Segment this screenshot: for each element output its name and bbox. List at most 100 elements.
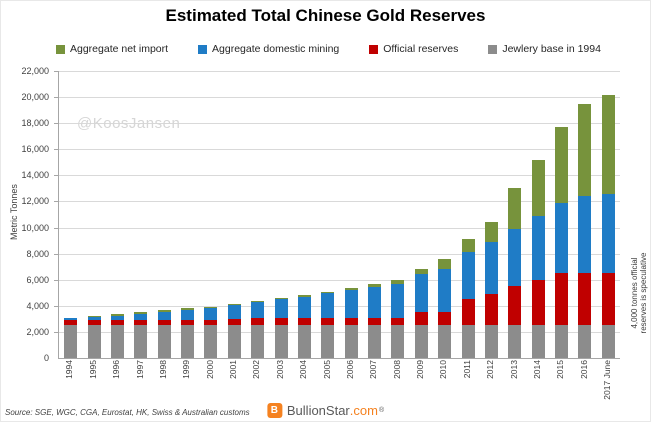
- bar-segment: [110, 320, 124, 326]
- legend-swatch: [56, 44, 65, 54]
- bar-segment: [87, 316, 101, 317]
- bar-segment: [461, 325, 475, 358]
- bar-1999: [181, 71, 195, 358]
- bar-slot: [199, 71, 222, 358]
- x-axis-slot: 2015: [549, 360, 572, 408]
- y-axis-tick-labels: 0 2,000 4,000 6,000 8,000 10,000 12,000 14,000 1…: [1, 66, 53, 363]
- bar-2002: [251, 71, 265, 358]
- brand-registered-mark: ®: [378, 407, 385, 414]
- bar-segment: [531, 159, 545, 216]
- bar-segment: [321, 317, 335, 326]
- bar-segment: [368, 317, 382, 326]
- x-axis-slot: 2016: [572, 360, 595, 408]
- bar-segment: [297, 295, 311, 297]
- watermark: @KoosJansen: [77, 115, 181, 132]
- x-axis-slot: 2004: [292, 360, 315, 408]
- bar-segment: [461, 239, 475, 253]
- bar-segment: [251, 325, 265, 358]
- bars: [59, 71, 620, 358]
- bar-slot: [223, 71, 246, 358]
- bar-slot: [503, 71, 526, 358]
- bar-segment: [461, 252, 475, 300]
- legend-swatch: [198, 44, 208, 54]
- bar-segment: [251, 300, 265, 302]
- gridline: [54, 71, 620, 72]
- bar-2016: [578, 71, 592, 358]
- bar-segment: [157, 325, 171, 358]
- side-note-line2: reserves is speculative: [639, 252, 648, 334]
- bar-segment: [297, 325, 311, 358]
- bar-segment: [134, 313, 148, 321]
- x-axis-slot: 2012: [479, 360, 502, 408]
- x-axis-label: 1995: [87, 360, 98, 379]
- bar-segment: [461, 299, 475, 326]
- bar-segment: [297, 317, 311, 326]
- bar-segment: [578, 196, 592, 274]
- gridline: [54, 331, 620, 333]
- bar-segment: [578, 325, 592, 358]
- bar-segment: [508, 188, 522, 229]
- bar-segment: [391, 283, 405, 318]
- gridline: [54, 253, 620, 255]
- bar-slot: [573, 71, 596, 358]
- bar-segment: [508, 286, 522, 326]
- bar-slot: [386, 71, 409, 358]
- bar-segment: [274, 298, 288, 300]
- legend-item: Aggregate net import: [56, 43, 168, 55]
- bar-2000: [204, 71, 218, 358]
- y-axis-tick-label: 8,000: [26, 248, 49, 259]
- bar-segment: [578, 273, 592, 326]
- bar-segment: [204, 306, 218, 308]
- x-axis-tick-labels: 1994 1995 1996 1997 1998 1999 2000 2001 2002 2003…: [58, 360, 619, 408]
- bar-segment: [157, 310, 171, 312]
- bar-segment: [227, 318, 241, 326]
- bar-slot: [82, 71, 105, 358]
- bar-segment: [64, 325, 78, 358]
- bar-segment: [414, 273, 428, 312]
- bar-slot: [480, 71, 503, 358]
- bar-segment: [508, 228, 522, 287]
- bar-segment: [274, 317, 288, 326]
- legend-item: Jewlery base in 1994: [488, 43, 601, 55]
- bar-2004: [297, 71, 311, 358]
- bar-segment: [344, 317, 358, 326]
- bar-segment: [438, 269, 452, 312]
- bar-slot: [433, 71, 456, 358]
- bar-segment: [204, 325, 218, 358]
- bar-segment: [134, 312, 148, 314]
- x-axis-label: 1996: [111, 360, 122, 379]
- side-note-line1: 4,000 tonnes official: [630, 257, 639, 329]
- bar-2007: [368, 71, 382, 358]
- gridline: [54, 149, 620, 151]
- bar-segment: [227, 303, 241, 306]
- bar-segment: [391, 317, 405, 326]
- x-axis-label: 2003: [274, 360, 285, 379]
- bar-2014: [531, 71, 545, 358]
- bar-slot: [456, 71, 479, 358]
- gridline: [54, 305, 620, 307]
- bar-2009: [414, 71, 428, 358]
- x-axis-slot: 1994: [58, 360, 81, 408]
- bar-segment: [601, 325, 615, 358]
- bar-segment: [555, 127, 569, 203]
- x-axis-label: 2004: [298, 360, 309, 379]
- bar-segment: [204, 320, 218, 326]
- bar-segment: [64, 318, 78, 321]
- bar-slot: [153, 71, 176, 358]
- bar-segment: [110, 315, 124, 321]
- gridline: [54, 123, 620, 125]
- legend-item: Aggregate domestic mining: [198, 43, 339, 55]
- bar-2006: [344, 71, 358, 358]
- x-axis-slot: 2003: [268, 360, 291, 408]
- x-axis-label: 2015: [555, 360, 566, 379]
- bar-slot: [527, 71, 550, 358]
- bar-segment: [134, 320, 148, 326]
- x-axis-label: 2016: [578, 360, 589, 379]
- x-axis-label: 2017 June: [602, 360, 613, 400]
- bar-segment: [344, 290, 358, 318]
- y-axis-tick-label: 16,000: [21, 144, 49, 155]
- bar-1997: [134, 71, 148, 358]
- x-axis-label: 2001: [228, 360, 239, 379]
- bar-segment: [414, 311, 428, 326]
